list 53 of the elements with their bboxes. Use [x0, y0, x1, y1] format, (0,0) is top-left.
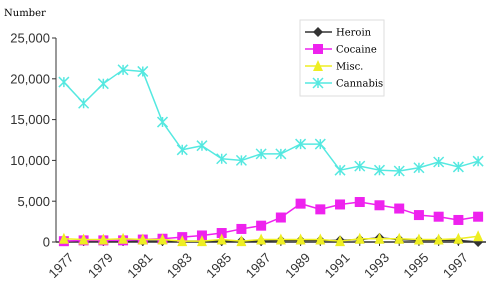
legend-label: Cocaine	[336, 44, 377, 56]
point	[118, 232, 128, 244]
point	[414, 210, 424, 220]
point	[394, 204, 404, 214]
point	[276, 212, 286, 223]
point	[432, 156, 444, 168]
point	[294, 138, 306, 150]
point	[236, 224, 246, 234]
point	[216, 228, 227, 238]
point	[453, 214, 464, 225]
point	[452, 161, 464, 173]
point	[196, 140, 208, 152]
point	[473, 212, 484, 222]
point	[216, 234, 227, 245]
point	[354, 197, 365, 208]
point	[117, 64, 129, 76]
y-tick-label: 20,000	[10, 71, 50, 86]
point	[137, 66, 149, 78]
point	[296, 198, 306, 209]
point	[334, 164, 346, 176]
point	[98, 78, 110, 90]
legend-label: Cannabis	[336, 78, 384, 90]
y-tick-label: 0	[42, 234, 50, 250]
point	[256, 220, 266, 231]
point	[413, 162, 425, 174]
point	[393, 165, 405, 177]
y-tick-label: 25,000	[10, 30, 50, 46]
point	[176, 144, 188, 156]
point	[236, 154, 248, 166]
point	[58, 76, 70, 88]
point	[156, 116, 168, 128]
y-tick-label: 5,000	[17, 194, 50, 209]
point	[255, 148, 267, 160]
point	[354, 160, 366, 172]
y-axis-title: Number	[4, 8, 46, 19]
point	[472, 155, 484, 167]
point	[315, 204, 326, 214]
point	[256, 234, 266, 245]
point	[58, 232, 69, 244]
legend-label: Misc.	[336, 62, 364, 72]
legend-label: Heroin	[336, 28, 372, 38]
point	[374, 200, 384, 210]
y-tick-label: 15,000	[10, 112, 50, 128]
point	[78, 98, 90, 110]
point	[275, 148, 287, 160]
point	[314, 138, 326, 150]
point	[335, 199, 346, 210]
point	[374, 164, 386, 176]
point	[434, 212, 444, 222]
point	[473, 230, 484, 242]
y-tick-label: 10,000	[10, 152, 50, 168]
point	[216, 153, 228, 165]
point	[453, 232, 464, 244]
